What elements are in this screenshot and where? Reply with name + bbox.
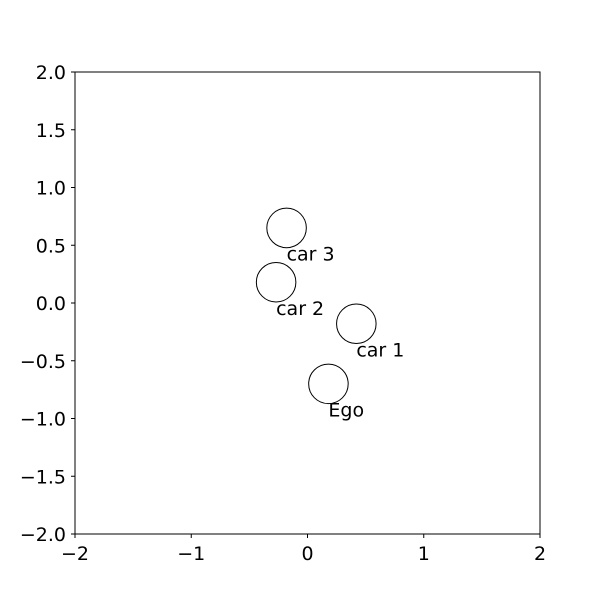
y-tick-label: −0.5 xyxy=(20,351,66,373)
y-tick-label: −1.5 xyxy=(20,466,66,488)
point-marker-car-1 xyxy=(336,303,377,345)
point-label-ego: Ego xyxy=(328,400,364,422)
point-label-car-2: car 2 xyxy=(276,298,324,320)
y-tick-label: −2.0 xyxy=(20,524,66,546)
y-tick-label: 0.5 xyxy=(36,235,66,257)
point-marker-ego xyxy=(308,363,349,405)
y-tick-label: 1.5 xyxy=(36,120,66,142)
point-label-car-1: car 1 xyxy=(356,340,404,362)
point-label-car-3: car 3 xyxy=(287,244,335,266)
y-tick-label: 0.0 xyxy=(36,293,66,315)
x-tick-label: −1 xyxy=(177,543,205,565)
axes-frame xyxy=(74,71,541,535)
x-tick-label: 0 xyxy=(301,543,313,565)
x-tick-label: 1 xyxy=(418,543,430,565)
x-tick-label: −2 xyxy=(61,543,89,565)
y-tick-label: 1.0 xyxy=(36,178,66,200)
plot-area: −2 −1 0 1 2 −2.0 −1.5 −1.0 −0.5 0.0 0.5 1.0 1.5 2.0 Eg… xyxy=(20,62,546,565)
point-marker-car-2 xyxy=(255,261,297,303)
x-tick-label: 2 xyxy=(534,543,546,565)
y-tick-label: −1.0 xyxy=(20,409,66,431)
y-tick-label: 2.0 xyxy=(36,62,66,84)
point-marker-car-3 xyxy=(266,207,307,249)
